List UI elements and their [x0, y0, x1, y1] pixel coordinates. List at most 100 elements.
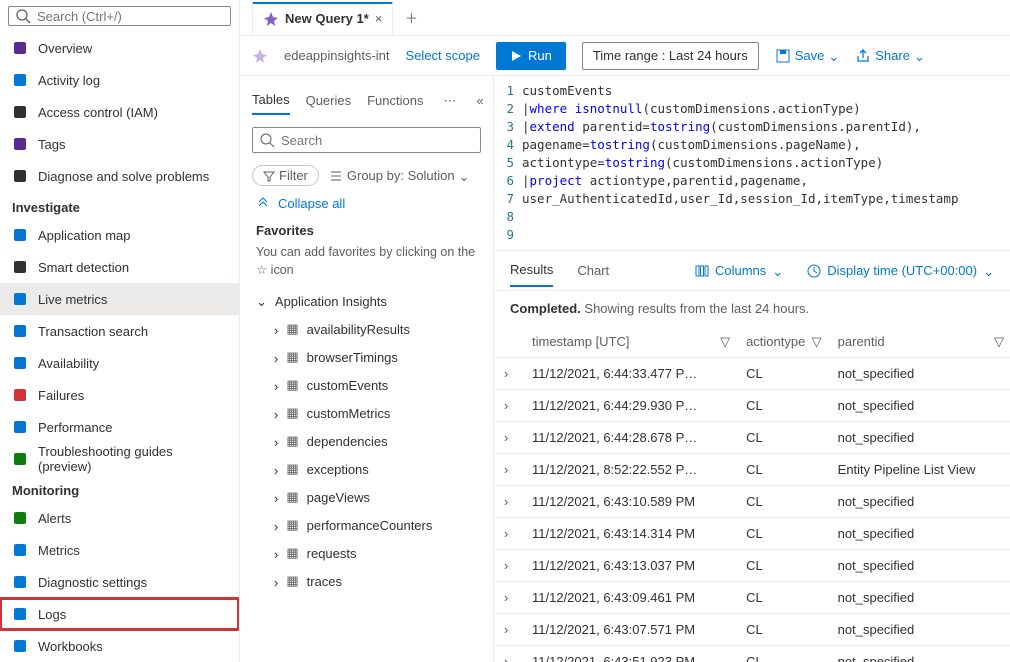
cell: 11/12/2021, 6:43:07.571 PM [522, 614, 736, 646]
table-row[interactable]: ›11/12/2021, 6:44:29.930 P…CLnot_specifi… [494, 390, 1010, 422]
column-actiontype[interactable]: actiontype▽ [736, 326, 828, 358]
select-scope-link[interactable]: Select scope [406, 48, 480, 63]
table-row[interactable]: ›11/12/2021, 6:44:28.678 P…CLnot_specifi… [494, 422, 1010, 454]
table-row[interactable]: ›11/12/2021, 6:43:07.571 PMCLnot_specifi… [494, 614, 1010, 646]
sidebar-item-diagnostic-settings[interactable]: Diagnostic settings [0, 566, 239, 598]
sidebar-item-label: Troubleshooting guides (preview) [38, 444, 227, 474]
sidebar-item-logs[interactable]: Logs [0, 598, 239, 630]
sidebar-item-availability[interactable]: Availability [0, 347, 239, 379]
table-label: requests [307, 546, 357, 561]
sidebar-item-overview[interactable]: Overview [0, 32, 239, 64]
sidebar-item-live-metrics[interactable]: Live metrics [0, 283, 239, 315]
display-time-button[interactable]: Display time (UTC+00:00)⌄ [807, 263, 994, 279]
sidebar-item-access-control-iam-[interactable]: Access control (IAM) [0, 96, 239, 128]
table-dependencies[interactable]: › ▦ dependencies [240, 427, 493, 455]
close-icon[interactable]: × [375, 11, 383, 26]
search-icon [259, 132, 275, 148]
run-button[interactable]: Run [496, 42, 566, 70]
new-tab-button[interactable]: ＋ [397, 4, 425, 32]
tree-group-appinsights[interactable]: ⌄ Application Insights [240, 287, 493, 315]
expand-row-icon[interactable]: › [494, 422, 522, 454]
share-button[interactable]: Share ⌄ [855, 48, 925, 64]
left-sidebar: OverviewActivity logAccess control (IAM)… [0, 0, 240, 662]
table-row[interactable]: ›11/12/2021, 8:52:22.552 P…CLEntity Pipe… [494, 454, 1010, 486]
table-row[interactable]: ›11/12/2021, 6:44:33.477 P…CLnot_specifi… [494, 358, 1010, 390]
expand-row-icon[interactable]: › [494, 358, 522, 390]
sidebar-search[interactable] [8, 6, 231, 26]
column-parentid[interactable]: parentid▽ [828, 326, 1010, 358]
sidebar-item-performance[interactable]: Performance [0, 411, 239, 443]
cell: 11/12/2021, 6:43:10.589 PM [522, 486, 736, 518]
table-icon: ▦ [286, 461, 298, 477]
sidebar-item-transaction-search[interactable]: Transaction search [0, 315, 239, 347]
columns-button[interactable]: Columns⌄ [695, 263, 783, 279]
expand-row-icon[interactable]: › [494, 582, 522, 614]
table-label: traces [307, 574, 342, 589]
tab-chart[interactable]: Chart [577, 255, 609, 286]
table-exceptions[interactable]: › ▦ exceptions [240, 455, 493, 483]
bars-icon [12, 387, 28, 403]
query-tab[interactable]: New Query 1* × [252, 2, 393, 34]
expand-row-icon[interactable]: › [494, 518, 522, 550]
sidebar-item-tags[interactable]: Tags [0, 128, 239, 160]
expand-row-icon[interactable]: › [494, 614, 522, 646]
column-timestamp-utc-[interactable]: timestamp [UTC]▽ [522, 326, 736, 358]
expand-row-icon[interactable]: › [494, 550, 522, 582]
table-row[interactable]: ›11/12/2021, 6:43:13.037 PMCLnot_specifi… [494, 550, 1010, 582]
cell: 11/12/2021, 8:52:22.552 P… [522, 454, 736, 486]
table-pageViews[interactable]: › ▦ pageViews [240, 483, 493, 511]
tag-icon [12, 136, 28, 152]
sidebar-item-diagnose-and-solve-problems[interactable]: Diagnose and solve problems [0, 160, 239, 192]
expand-row-icon[interactable]: › [494, 486, 522, 518]
table-label: exceptions [307, 462, 369, 477]
expand-row-icon[interactable]: › [494, 390, 522, 422]
table-customMetrics[interactable]: › ▦ customMetrics [240, 399, 493, 427]
filter-icon[interactable]: ▽ [812, 334, 822, 350]
editor-results-pane: 1customEvents2|where isnotnull(customDim… [494, 76, 1010, 662]
query-editor[interactable]: 1customEvents2|where isnotnull(customDim… [494, 76, 1010, 251]
table-performanceCounters[interactable]: › ▦ performanceCounters [240, 511, 493, 539]
tab-queries[interactable]: Queries [306, 87, 352, 114]
explorer-search[interactable] [252, 127, 481, 153]
query-toolbar: edeappinsights-int Select scope Run Time… [240, 36, 1010, 76]
filter-icon[interactable]: ▽ [720, 334, 730, 350]
favorites-heading: Favorites [240, 217, 493, 244]
table-row[interactable]: ›11/12/2021, 6:43:10.589 PMCLnot_specifi… [494, 486, 1010, 518]
sidebar-search-input[interactable] [37, 9, 224, 24]
sidebar-item-label: Live metrics [38, 292, 107, 307]
explorer-search-input[interactable] [281, 133, 474, 148]
table-requests[interactable]: › ▦ requests [240, 539, 493, 567]
tab-tables[interactable]: Tables [252, 86, 290, 115]
sidebar-item-metrics[interactable]: Metrics [0, 534, 239, 566]
expand-row-icon[interactable]: › [494, 646, 522, 662]
table-row[interactable]: ›11/12/2021, 6:43:14.314 PMCLnot_specifi… [494, 518, 1010, 550]
sidebar-item-failures[interactable]: Failures [0, 379, 239, 411]
cell: not_specified [828, 486, 1010, 518]
cell: 11/12/2021, 6:43:13.037 PM [522, 550, 736, 582]
explorer-expand-icon[interactable]: « [476, 93, 483, 108]
table-browserTimings[interactable]: › ▦ browserTimings [240, 343, 493, 371]
sidebar-item-workbooks[interactable]: Workbooks [0, 630, 239, 662]
sidebar-item-troubleshooting-guides-preview-[interactable]: Troubleshooting guides (preview) [0, 443, 239, 475]
time-range-picker[interactable]: Time range : Last 24 hours [582, 42, 759, 70]
tab-results[interactable]: Results [510, 254, 553, 287]
sidebar-item-activity-log[interactable]: Activity log [0, 64, 239, 96]
table-row[interactable]: ›11/12/2021, 6:43:09.461 PMCLnot_specifi… [494, 582, 1010, 614]
tab-functions[interactable]: Functions [367, 87, 423, 114]
sidebar-item-application-map[interactable]: Application map [0, 219, 239, 251]
sidebar-item-smart-detection[interactable]: Smart detection [0, 251, 239, 283]
query-tab-bar: New Query 1* × ＋ [240, 0, 1010, 36]
table-availabilityResults[interactable]: › ▦ availabilityResults [240, 315, 493, 343]
table-customEvents[interactable]: › ▦ customEvents [240, 371, 493, 399]
filter-icon[interactable]: ▽ [994, 334, 1004, 350]
collapse-all-button[interactable]: Collapse all [240, 190, 493, 217]
filter-button[interactable]: Filter [252, 165, 319, 186]
expand-row-icon[interactable]: › [494, 454, 522, 486]
sidebar-item-alerts[interactable]: Alerts [0, 502, 239, 534]
table-row[interactable]: ›11/12/2021, 6:43:51.923 PMCLnot_specifi… [494, 646, 1010, 662]
save-button[interactable]: Save ⌄ [775, 48, 840, 64]
section-monitoring: Monitoring [0, 475, 239, 502]
table-traces[interactable]: › ▦ traces [240, 567, 493, 595]
groupby-dropdown[interactable]: Group by: Solution ⌄ [329, 168, 470, 184]
explorer-more-icon[interactable]: ⋯ [439, 93, 460, 109]
